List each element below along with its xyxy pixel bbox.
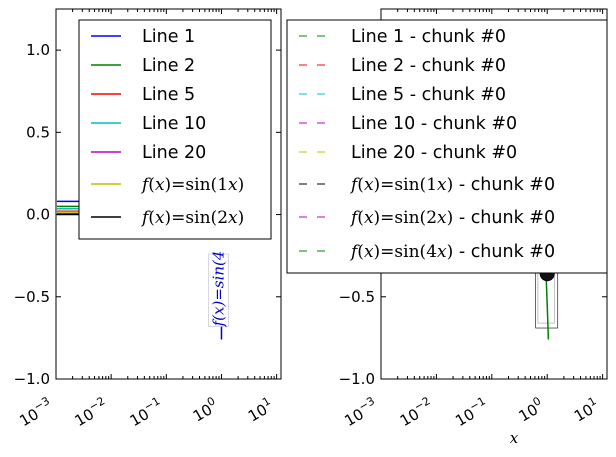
left-ytick-label: 0.0: [26, 206, 50, 224]
left-ytick-label: −1.0: [14, 370, 50, 388]
right-xtick-label: 10−2: [395, 394, 436, 430]
right-xtick-label: 101: [570, 394, 603, 425]
right-legend-label-4: Line 20 - chunk #0: [351, 143, 517, 163]
right-xtick-label: 10−3: [340, 394, 381, 430]
left-ytick-label: 1.0: [26, 41, 50, 59]
left-ytick-label: 0.5: [26, 123, 50, 141]
right-ytick-label: −1.0: [339, 370, 375, 388]
left-xtick-label: 10−2: [70, 394, 111, 430]
left-legend-label-2: Line 5: [142, 85, 195, 105]
right-xtick-label: 10−1: [451, 394, 492, 430]
left-legend-label-4: Line 20: [142, 143, 206, 163]
left-annotation-box: [208, 253, 229, 327]
f(x)=sin(2x) - chunk #0: f(x)=sin(2x) - chunk #0: [349, 208, 555, 228]
left-xtick-label: 10−1: [125, 394, 166, 430]
left-legend-box: [78, 19, 272, 240]
left-legend-label-0: Line 1: [142, 27, 195, 47]
svg-text:f(x)=sin(4: f(x)=sin(4: [209, 251, 227, 328]
right-series-line-sin4x: [545, 272, 550, 340]
f(x)=sin(2x): f(x)=sin(2x): [140, 208, 244, 228]
left-axes-frame: [55, 8, 282, 380]
svg-text:10−2: 10−2: [395, 394, 436, 430]
right-legend-label-2: Line 5 - chunk #0: [351, 85, 506, 105]
svg-text:100: 100: [188, 394, 221, 425]
f(x)=sin(4x) - chunk #0: f(x)=sin(4x) - chunk #0: [349, 242, 555, 262]
right-xtick-label: 100: [514, 394, 547, 425]
svg-text:101: 101: [244, 394, 277, 425]
right-ytick-label: −0.5: [339, 288, 375, 306]
left-xtick-label: 10−3: [15, 394, 56, 430]
right-chart-panel: −1.0 −0.5 10−3 10−2 10−1 100 101 x Line 1 - chun…: [286, 8, 608, 447]
left-annotation-label: f(x)=sin(4: [209, 251, 227, 328]
left-xtick-label: 101: [244, 394, 277, 425]
left-legend-label-3: Line 10: [142, 114, 206, 134]
svg-text:100: 100: [514, 394, 547, 425]
svg-text:10−1: 10−1: [125, 394, 166, 430]
svg-text:10−3: 10−3: [340, 394, 381, 430]
f(x)=sin(1x) - chunk #0: f(x)=sin(1x) - chunk #0: [349, 175, 555, 195]
right-legend-label-1: Line 2 - chunk #0: [351, 56, 506, 76]
svg-text:10−3: 10−3: [15, 394, 56, 430]
left-legend-label-1: Line 2: [142, 56, 195, 76]
left-ytick-label: −0.5: [14, 288, 50, 306]
left-chart-panel: −1.0 −0.5 0.0 0.5 1.0 10−3 10−2 10−1 100 101 f(x)=…: [14, 8, 282, 430]
left-xtick-label: 100: [188, 394, 221, 425]
right-legend-label-3: Line 10 - chunk #0: [351, 114, 517, 134]
right-legend-box: [286, 19, 608, 274]
svg-text:10−2: 10−2: [70, 394, 111, 430]
svg-text:101: 101: [570, 394, 603, 425]
right-legend-label-0: Line 1 - chunk #0: [351, 27, 506, 47]
svg-text:10−1: 10−1: [451, 394, 492, 430]
right-x-axis-label: x: [510, 429, 519, 447]
f(x)=sin(1x): f(x)=sin(1x): [140, 175, 244, 195]
